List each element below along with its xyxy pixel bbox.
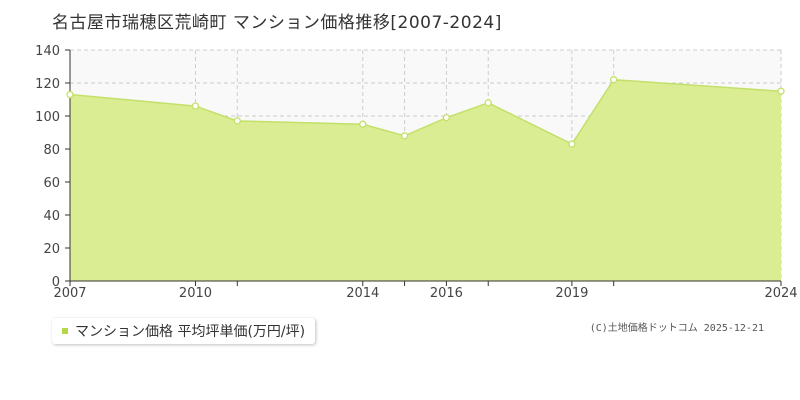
x-tick-label-2019: 2019	[555, 286, 588, 301]
x-tick-label-2016: 2016	[430, 286, 463, 301]
credit-text: (C)土地価格ドットコム 2025-12-21	[589, 323, 764, 334]
data-point-2007	[66, 90, 74, 99]
legend: マンション価格 平均坪単価(万円/坪)	[52, 318, 316, 344]
y-tick-label-60: 60	[43, 176, 60, 191]
data-points	[66, 76, 785, 148]
data-point-2016	[442, 114, 451, 122]
data-point-2011	[233, 117, 241, 125]
legend-swatch	[62, 328, 68, 334]
y-tick-label-140: 140	[35, 44, 60, 59]
x-tick-label-2007: 2007	[53, 286, 86, 301]
y-tick-label-100: 100	[35, 110, 60, 125]
data-point-2017	[484, 99, 492, 107]
series-area	[70, 79, 781, 281]
y-tick-label-80: 80	[43, 143, 60, 158]
x-axis-tick-labels: 2007 2010 2014 2016 2019 2024	[53, 286, 797, 301]
axes	[65, 49, 782, 286]
data-point-2015	[400, 132, 409, 140]
y-tick-label-40: 40	[43, 209, 60, 224]
legend-label: マンション価格 平均坪単価(万円/坪)	[75, 324, 306, 340]
data-point-2020	[610, 76, 618, 84]
y-tick-label-20: 20	[43, 242, 60, 257]
data-point-2014	[359, 120, 367, 128]
data-point-2010	[191, 102, 200, 110]
y-tick-label-0: 0	[52, 275, 60, 290]
data-point-2019	[568, 140, 576, 148]
data-point-2024	[777, 87, 785, 95]
y-tick-label-120: 120	[35, 77, 60, 92]
y-axis-tick-labels: 0 20 40 60 80 100 120 140	[35, 44, 60, 290]
x-tick-label-2010: 2010	[179, 286, 212, 301]
x-tick-label-2014: 2014	[346, 286, 379, 301]
series-line	[69, 78, 782, 146]
chart-title: 名古屋市瑞穂区荒崎町 マンション価格推移[2007-2024]	[52, 13, 502, 33]
x-tick-label-2024: 2024	[764, 286, 797, 301]
